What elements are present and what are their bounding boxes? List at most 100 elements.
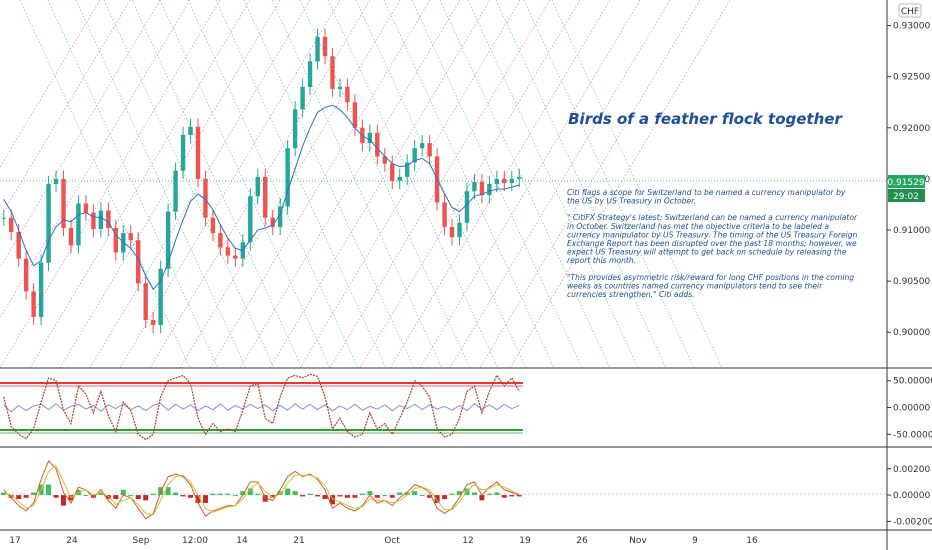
candle-body: [195, 126, 201, 179]
macd-hist-bar: [83, 495, 89, 497]
annotation-title: Birds of a feather flock together: [568, 110, 843, 128]
macd-hist-bar: [427, 495, 433, 498]
macd-hist-bar: [509, 495, 515, 497]
macd-hist-bar: [337, 495, 343, 497]
current-price-label: 0.91529: [887, 178, 924, 188]
oscillator-axis-ticks: 50.00000 0.00000 -50.00000: [887, 377, 932, 440]
oscillator-pane: [0, 373, 523, 441]
candle-body: [210, 217, 216, 234]
macd-hist-bar: [31, 492, 37, 496]
fan-line-down: [187, 0, 359, 369]
candle-body: [292, 109, 298, 149]
macd-hist-bar: [1, 492, 7, 496]
annotation-line: currencies strengthen," Citi adds.: [567, 290, 695, 299]
candle-body: [173, 170, 178, 212]
candle-body: [1, 217, 6, 219]
macd-hist-bar: [23, 495, 29, 498]
time-axis-label: Sep: [133, 536, 150, 546]
macd-hist-bar: [382, 495, 388, 497]
macd-hist-bar: [389, 495, 395, 498]
time-axis-label: 12:00: [182, 536, 208, 546]
moving-average-line: [3, 104, 520, 291]
candle-body: [464, 191, 470, 223]
macd-hist-bar: [158, 487, 164, 496]
fan-line-down: [47, 0, 219, 369]
macd-hist-bar: [180, 495, 186, 497]
macd-hist-bar: [285, 488, 291, 496]
currency-badge[interactable]: [898, 3, 922, 18]
candle-body: [404, 162, 410, 177]
candle-body: [68, 227, 74, 246]
macd-hist-bar: [292, 491, 298, 496]
time-axis-label: Nov: [629, 536, 647, 546]
price-candles: [1, 28, 522, 334]
macd-hist-bar: [322, 495, 328, 500]
macd-hist-bar: [143, 495, 149, 501]
osc-tick-label: 0.00000: [893, 404, 930, 414]
macd-hist-bar: [98, 492, 104, 496]
macd-hist-bar: [434, 495, 440, 503]
macd-hist-bar: [300, 495, 306, 497]
macd-hist-bar: [90, 495, 96, 498]
macd-hist-bar: [486, 493, 492, 496]
candle-body: [472, 181, 477, 192]
candle-body: [375, 132, 380, 157]
candle-body: [322, 36, 328, 57]
macd-hist-bar: [494, 492, 500, 496]
fan-line-up: [239, 0, 461, 369]
fan-line-down: [523, 0, 695, 369]
candle-body: [136, 240, 141, 284]
fan-line-down: [495, 0, 667, 369]
macd-tick-label: -0.00200: [893, 517, 932, 527]
macd-tick-label: 0.00000: [893, 491, 930, 501]
time-axis-label: 19: [519, 536, 531, 546]
fan-line-up: [269, 0, 491, 369]
macd-hist-bar: [270, 495, 276, 498]
macd-hist-bar: [225, 493, 231, 496]
macd-hist-bar: [359, 493, 365, 496]
fan-line-down: [551, 0, 723, 369]
macd-hist-bar: [419, 495, 425, 497]
price-tick-label: 0.92000: [893, 124, 930, 134]
candle-body: [113, 227, 119, 253]
macd-hist-bar: [397, 492, 403, 496]
time-axis-label: 14: [236, 536, 248, 546]
macd-hist-bar: [16, 495, 22, 500]
candle-body: [382, 156, 387, 164]
candle-body: [285, 148, 290, 207]
annotation-line: weeks as countries named currency manipu…: [567, 281, 823, 290]
fan-line-down: [355, 0, 527, 369]
fan-line-down: [131, 0, 303, 369]
macd-hist-bar: [471, 492, 477, 496]
candle-body: [397, 176, 402, 181]
annotation-line: currency manipulator by US Treasury. The…: [567, 230, 858, 239]
candle-body: [158, 268, 163, 326]
macd-hist-bar: [412, 491, 418, 496]
macd-hist-bar: [61, 495, 67, 506]
candle-body: [225, 247, 231, 256]
price-tick-label: 0.92500: [893, 73, 930, 83]
candle-body: [218, 233, 223, 248]
annotation-line: " CitiFX Strategy's latest: Switzerland …: [567, 213, 858, 222]
candle-body: [9, 217, 14, 233]
annotation-line: in October. Switzerland has met the obje…: [567, 222, 829, 231]
candle-body: [106, 210, 111, 228]
candle-body: [442, 202, 447, 227]
time-axis-label: 17: [9, 536, 20, 546]
fan-line-up: [29, 0, 251, 369]
candle-body: [412, 148, 417, 163]
macd-hist-bar: [262, 495, 268, 502]
main-pane: [0, 0, 887, 368]
fan-line-down: [271, 0, 443, 369]
fan-line-down: [75, 0, 247, 369]
candle-body: [248, 196, 253, 243]
time-axis-label: 9: [692, 536, 698, 546]
macd-hist-bar: [315, 495, 321, 497]
time-axis-label: 26: [576, 536, 588, 546]
candle-body: [427, 143, 432, 157]
candle-body: [91, 212, 96, 229]
macd-signal-line: [3, 465, 520, 516]
macd-hist-bar: [165, 487, 171, 496]
macd-hist-bar: [46, 484, 52, 496]
